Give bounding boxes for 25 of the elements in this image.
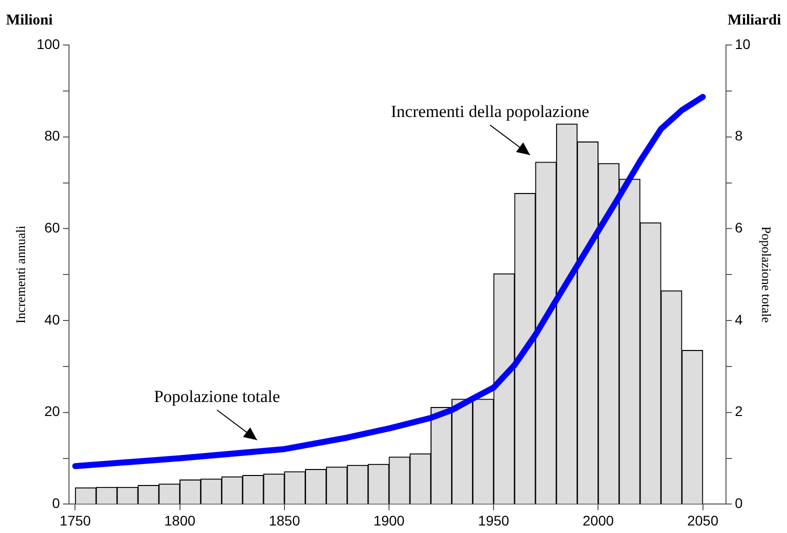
y-axis-title: Incrementi annuali <box>13 225 28 324</box>
y-tick-label: 60 <box>44 220 60 236</box>
annotation: Popolazione totale <box>154 386 280 406</box>
x-tick-label: 2050 <box>687 512 719 528</box>
x-tick-label: 2000 <box>582 512 614 528</box>
annotation: Incrementi della popolazione <box>390 102 590 121</box>
x-tick-label: 1950 <box>478 512 510 528</box>
y2-tick-label: 2 <box>734 403 743 420</box>
x-tick-label: 1850 <box>268 512 300 528</box>
y-tick-label: 20 <box>44 403 60 420</box>
text: Milioni <box>6 12 53 28</box>
y2-tick-label: 0 <box>734 495 743 512</box>
x-tick-label: 1900 <box>373 512 405 528</box>
x-tick-label: 1800 <box>164 512 196 528</box>
y-tick-label: 0 <box>52 495 60 512</box>
y-tick-label: 40 <box>44 311 60 328</box>
y-tick-label: 100 <box>36 36 60 52</box>
x-tick-label: 1750 <box>60 512 92 528</box>
y2-tick-label: 6 <box>734 220 743 236</box>
y2-axis-title: Popolazione totale <box>758 226 774 324</box>
y2-tick-label: 8 <box>734 128 743 144</box>
text: Miliardi <box>728 12 781 28</box>
y-tick-label: 80 <box>44 128 60 144</box>
y2-tick-label: 10 <box>734 36 751 52</box>
y2-tick-label: 4 <box>734 311 743 328</box>
